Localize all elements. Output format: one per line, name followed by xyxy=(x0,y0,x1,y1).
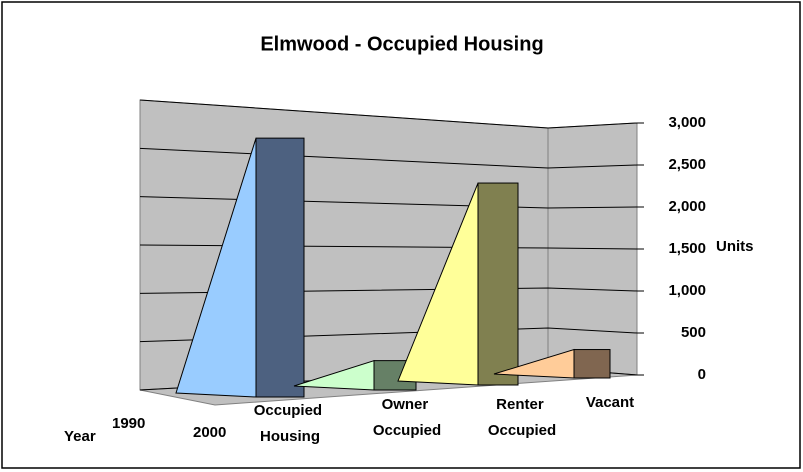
x-tick-label: Vacant xyxy=(586,394,634,411)
depth-axis-label: Year xyxy=(64,428,96,445)
y-tick-label: 2,000 xyxy=(668,198,706,215)
x-tick-label: Renter Occupied xyxy=(488,396,556,439)
chart-title: Elmwood - Occupied Housing xyxy=(260,33,543,55)
x-tick-label: Owner Occupied xyxy=(373,396,441,439)
bar xyxy=(255,137,305,398)
y-tick-label: 1,500 xyxy=(668,240,706,257)
bar xyxy=(573,349,611,379)
depth-tick-label: 2000 xyxy=(193,424,226,441)
y-tick-label: 500 xyxy=(681,324,706,341)
y-tick-label: 1,000 xyxy=(668,282,706,299)
grid-line xyxy=(139,99,638,129)
y-tick-label: 0 xyxy=(698,366,706,383)
bar xyxy=(477,182,519,386)
y-tick-label: 2,500 xyxy=(668,156,706,173)
y-tick-label: 3,000 xyxy=(668,114,706,131)
x-tick-label: Occupied Housing xyxy=(254,402,327,445)
y-axis-label: Units xyxy=(716,238,754,255)
depth-tick-label: 1990 xyxy=(112,415,145,432)
